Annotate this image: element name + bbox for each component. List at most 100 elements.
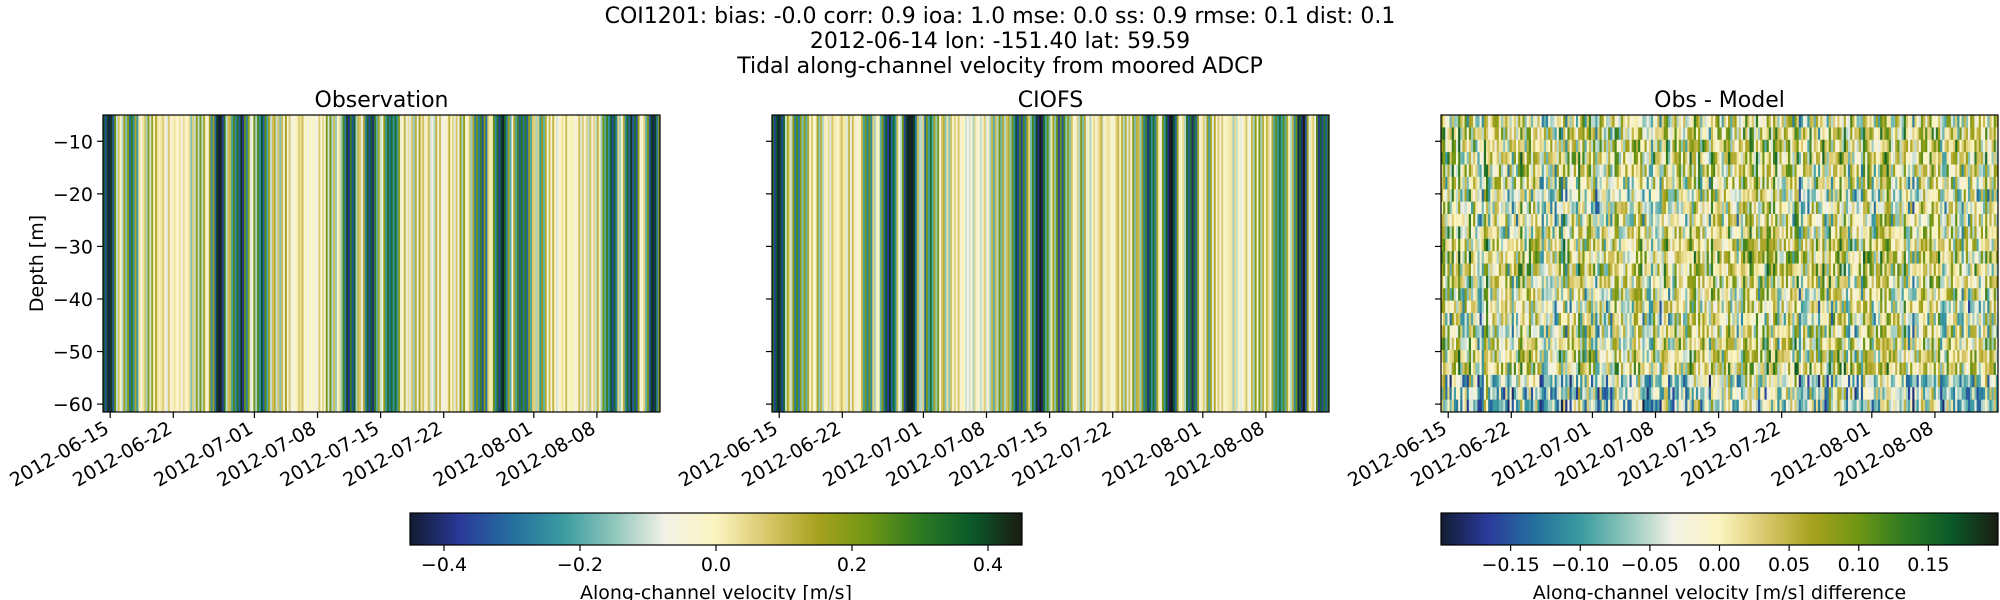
heatmap-cell — [1698, 189, 1701, 203]
heatmap-cell — [1695, 300, 1699, 314]
heatmap-column — [433, 115, 436, 412]
heatmap-cell — [1481, 115, 1485, 128]
heatmap-column — [1158, 115, 1161, 412]
heatmap-cell — [1698, 275, 1701, 289]
heatmap-cell — [1494, 189, 1498, 203]
heatmap-column — [1072, 115, 1076, 412]
heatmap-cell — [1560, 189, 1564, 203]
heatmap-column — [648, 115, 652, 412]
heatmap-cell — [1661, 362, 1665, 376]
heatmap-cell — [1526, 226, 1530, 240]
heatmap-cell — [1687, 288, 1691, 302]
heatmap-column — [842, 115, 846, 412]
heatmap-column — [1290, 115, 1293, 412]
heatmap-cell — [1460, 362, 1464, 376]
heatmap-cell — [1453, 263, 1457, 277]
heatmap-column — [205, 115, 208, 412]
heatmap-cell — [1770, 152, 1774, 166]
heatmap-cell — [1768, 288, 1772, 302]
heatmap-cell — [1661, 139, 1665, 153]
heatmap-cell — [1603, 387, 1607, 401]
heatmap-cell — [1747, 399, 1751, 412]
heatmap-cell — [1550, 275, 1553, 289]
heatmap-cell — [1657, 374, 1661, 388]
heatmap-cell — [1505, 127, 1509, 141]
heatmap-cell — [1620, 115, 1624, 128]
heatmap-column — [799, 115, 803, 412]
heatmap-cell — [1558, 201, 1562, 215]
heatmap-cell — [1464, 189, 1468, 203]
heatmap-cell — [1691, 127, 1695, 141]
heatmap-cell — [1543, 201, 1547, 215]
heatmap-column — [266, 115, 269, 412]
heatmap-cell — [1449, 350, 1453, 364]
heatmap-cell — [1683, 139, 1686, 153]
heatmap-cell — [1811, 176, 1815, 190]
heatmap-cell — [1758, 362, 1761, 376]
heatmap-cell — [1646, 362, 1650, 376]
heatmap-cell — [1511, 152, 1515, 166]
heatmap-cell — [1678, 263, 1682, 277]
heatmap-cell — [1443, 251, 1446, 265]
heatmap-cell — [1775, 214, 1778, 227]
heatmap-cell — [1466, 214, 1470, 227]
heatmap-cell — [1477, 115, 1481, 128]
heatmap-cell — [1790, 387, 1793, 401]
heatmap-column — [861, 115, 864, 412]
heatmap-cell — [1631, 350, 1635, 364]
heatmap-column — [134, 115, 138, 412]
heatmap-cell — [1738, 325, 1742, 339]
heatmap-cell — [1785, 313, 1789, 326]
heatmap-cell — [1556, 300, 1560, 314]
heatmap-cell — [1683, 251, 1686, 265]
heatmap-cell — [1458, 214, 1461, 227]
heatmap-column — [1145, 115, 1148, 412]
heatmap-cell — [1704, 189, 1708, 203]
heatmap-cell — [1496, 189, 1500, 203]
heatmap-cell — [1644, 288, 1648, 302]
heatmap-cell — [1715, 238, 1718, 252]
heatmap-cell — [1822, 127, 1826, 141]
heatmap-cell — [1824, 214, 1828, 227]
heatmap-cell — [1723, 399, 1727, 412]
heatmap-cell — [1638, 139, 1641, 153]
heatmap-cell — [1775, 189, 1778, 203]
heatmap-cell — [1646, 325, 1650, 339]
heatmap-cell — [1460, 300, 1464, 314]
heatmap-cell — [1824, 313, 1828, 326]
heatmap-cell — [1464, 313, 1468, 326]
heatmap-cell — [1706, 263, 1710, 277]
heatmap-cell — [1610, 176, 1613, 190]
heatmap-cell — [1732, 251, 1736, 265]
heatmap-cell — [1466, 350, 1470, 364]
heatmap-cell — [1653, 313, 1656, 326]
heatmap-cell — [1580, 189, 1583, 203]
heatmap-cell — [1687, 164, 1691, 178]
heatmap-cell — [1567, 164, 1571, 178]
heatmap-cell — [1612, 201, 1616, 215]
heatmap-cell — [1710, 251, 1714, 265]
heatmap-cell — [1788, 300, 1791, 314]
heatmap-cell — [1781, 288, 1785, 302]
heatmap-cell — [1633, 251, 1637, 265]
heatmap-cell — [1721, 362, 1725, 376]
heatmap-column — [953, 115, 957, 412]
heatmap-cell — [1668, 238, 1671, 252]
heatmap-cell — [1822, 350, 1826, 364]
heatmap-cell — [1563, 214, 1566, 227]
heatmap-cell — [1443, 263, 1446, 277]
heatmap-cell — [1650, 337, 1654, 351]
heatmap-column — [225, 115, 228, 412]
y-tick-label: −60 — [53, 394, 93, 416]
heatmap-cell — [1629, 313, 1633, 326]
heatmap-cell — [1672, 288, 1676, 302]
heatmap-cell — [1683, 275, 1686, 289]
heatmap-cell — [1451, 263, 1455, 277]
heatmap-cell — [1481, 387, 1485, 401]
heatmap-cell — [1588, 263, 1592, 277]
heatmap-cell — [1745, 350, 1748, 364]
heatmap-cell — [1477, 263, 1481, 277]
heatmap-column — [223, 115, 227, 412]
heatmap-cell — [1721, 238, 1725, 252]
heatmap-cell — [1809, 152, 1813, 166]
